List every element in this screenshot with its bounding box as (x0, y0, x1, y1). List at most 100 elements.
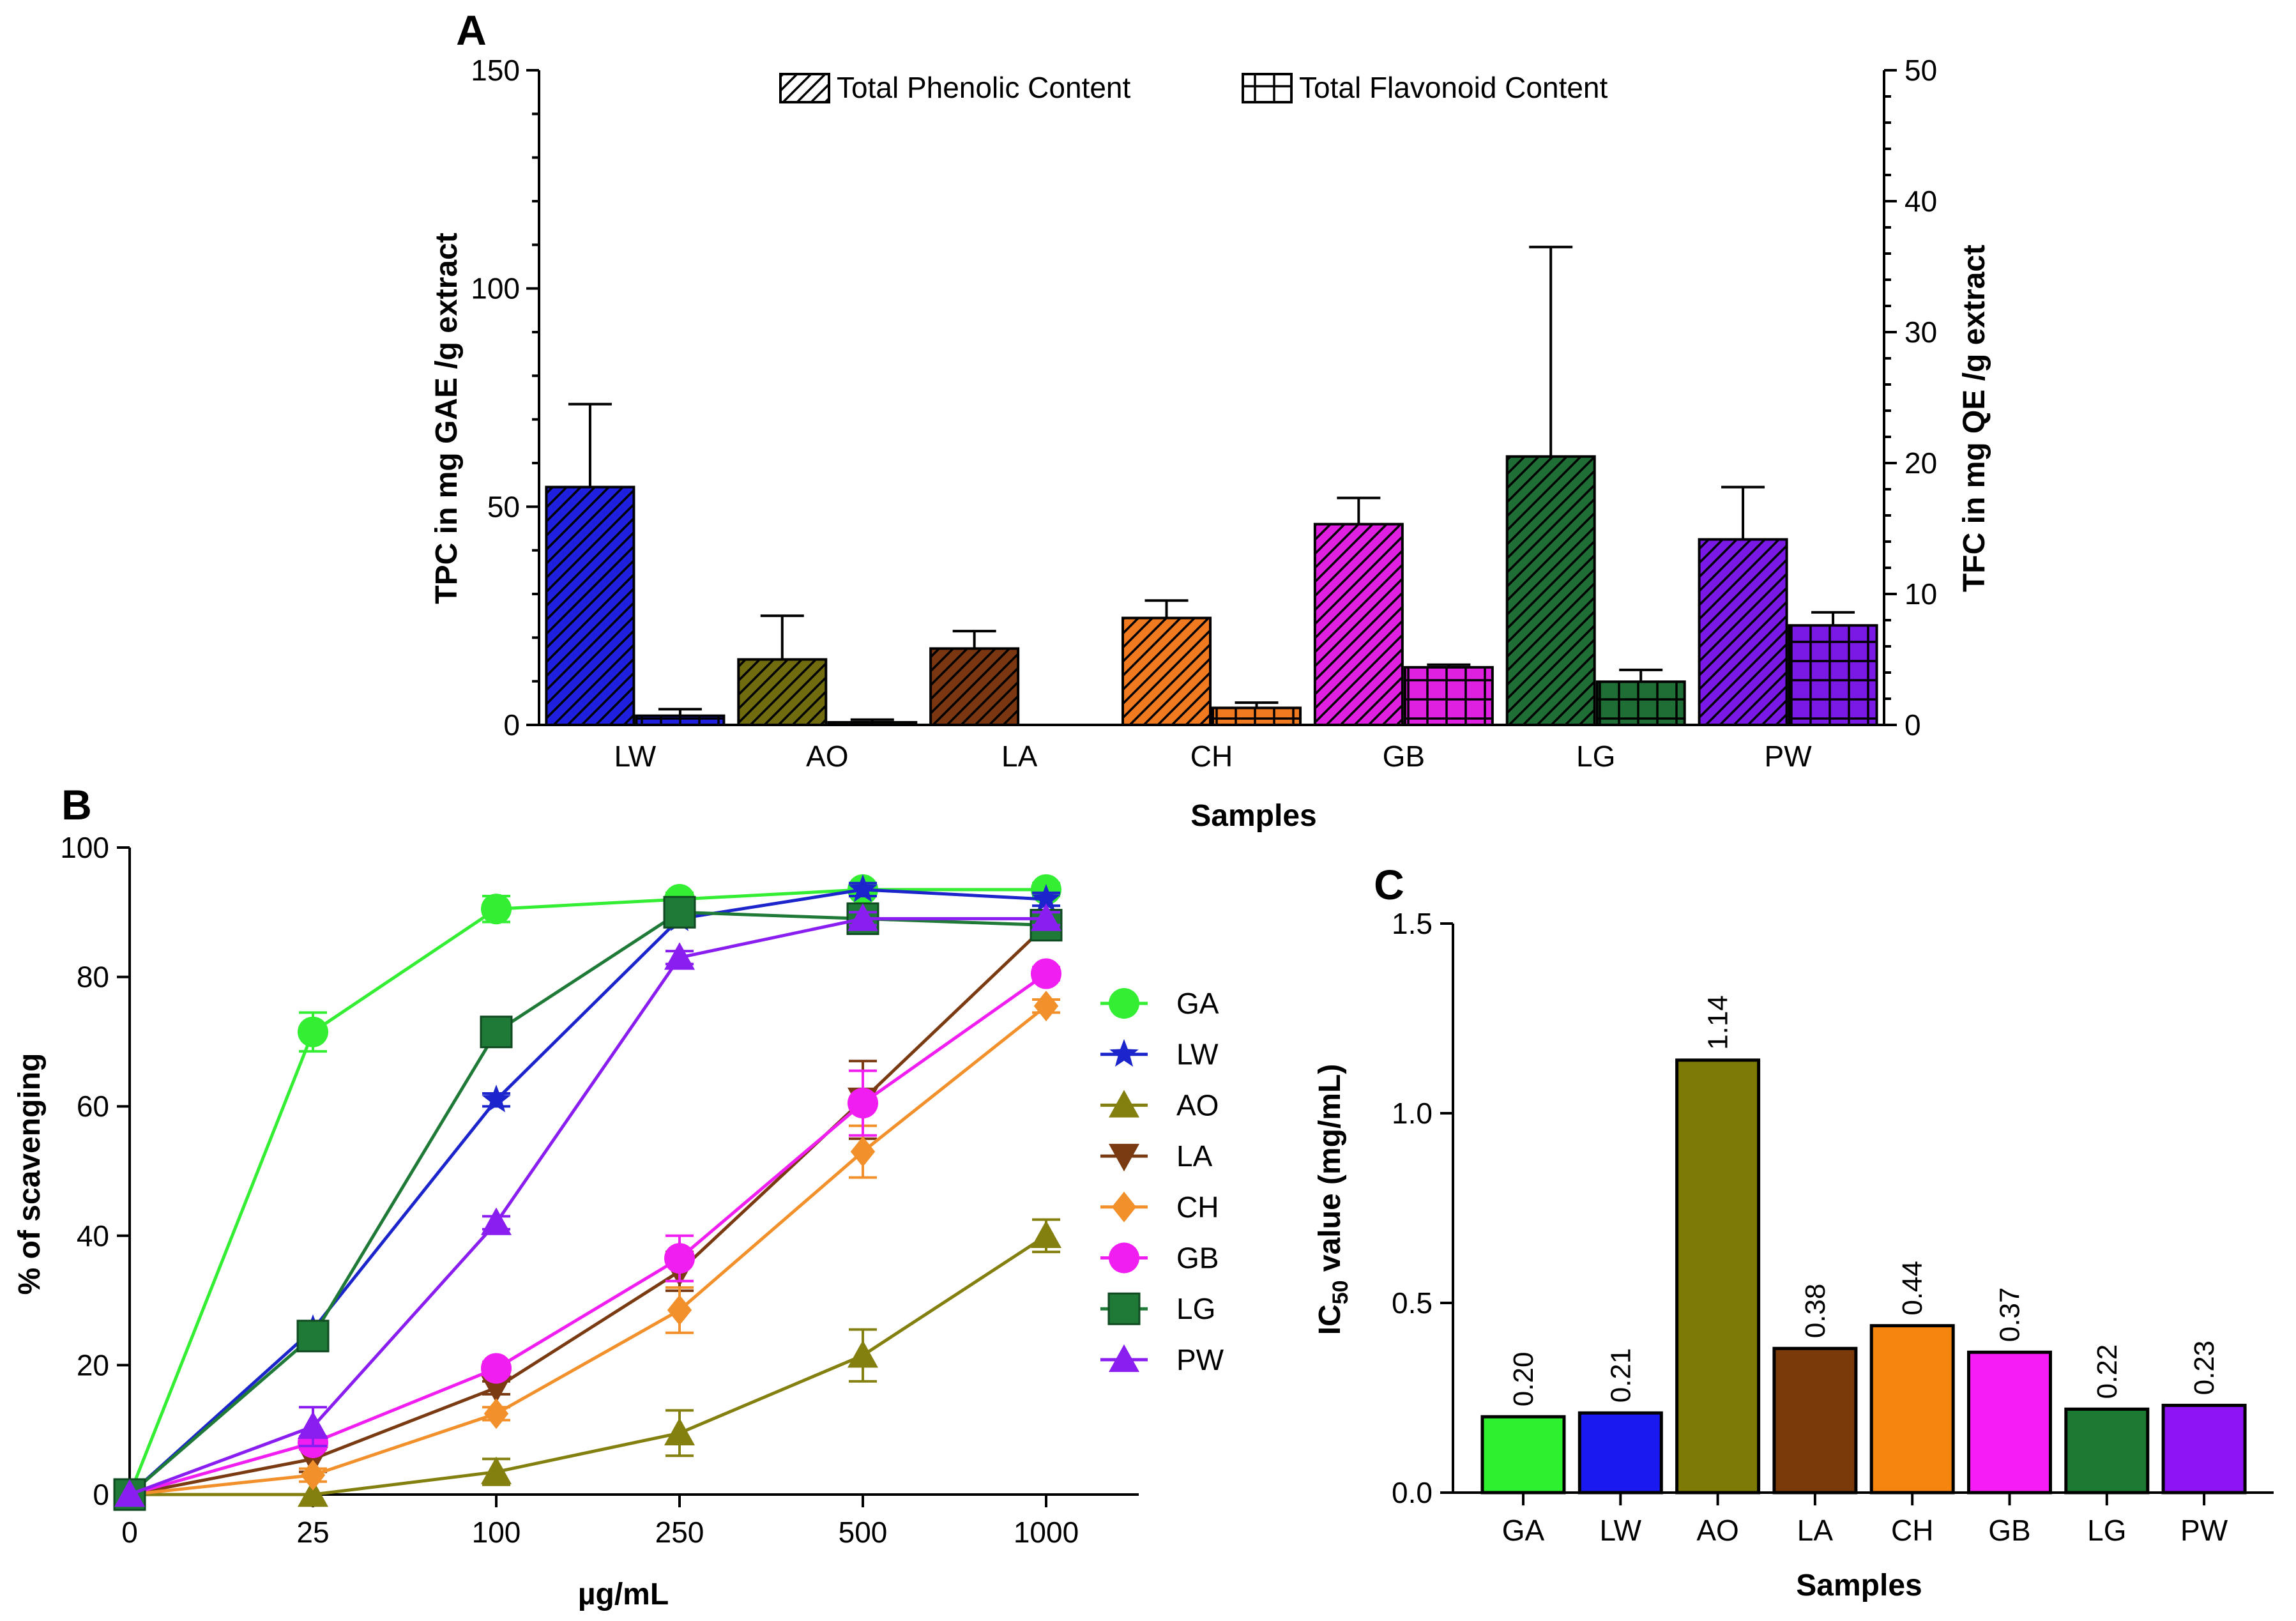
panel-c-bar (2161, 1403, 2247, 1495)
panel-b-point (664, 942, 695, 970)
panel-b-series-line (128, 888, 1047, 1496)
panel-b-legend-label: PW (1176, 1343, 1224, 1376)
panel-c-bar-value-label: 0.23 (2189, 1341, 2220, 1396)
panel-c-x-tick-label: LG (2087, 1514, 2126, 1547)
panel-a-legend-label: Total Phenolic Content (837, 71, 1131, 104)
panel-b-legend-marker (1109, 988, 1139, 1019)
panel-b-point (848, 874, 878, 902)
panel-a-y2-axis-title: TFC in mg QE /g extract (1958, 245, 1991, 592)
panel-b-legend-label: LW (1176, 1038, 1219, 1071)
panel-b-point (480, 1016, 513, 1049)
panel-c-bar-value-label: 0.22 (2092, 1344, 2123, 1399)
panel-c-x-tick-label: PW (2180, 1514, 2228, 1547)
panel-b-point (481, 894, 512, 925)
panel-a-y2-tick-label: 10 (1904, 577, 1937, 611)
panel-b-legend-label: GA (1176, 987, 1219, 1020)
panel-c: C IC50 value (mg/mL) Samples 0.0 0.5 1.0 1.… (1313, 861, 2274, 1602)
panel-c-x-tick-label: CH (1891, 1514, 1933, 1547)
panel-a-tfc-bar-pattern (1403, 666, 1494, 727)
panel-b-letter: B (61, 781, 92, 828)
panel-c-bar (1869, 1324, 1955, 1495)
panel-c-bar (1967, 1350, 2052, 1495)
panel-b-point (483, 1398, 509, 1429)
panel-a-x-tick-label: LA (1001, 740, 1038, 773)
panel-a-x-tick-label: GB (1383, 740, 1425, 773)
panel-a-tpc-bar-pattern (1121, 616, 1212, 726)
panel-a-x-axis-title: Samples (1190, 799, 1316, 833)
panel-c-x-tick-label: LA (1797, 1514, 1834, 1547)
panel-b-point (296, 1320, 330, 1353)
panel-a-legend-swatch-pattern (1242, 73, 1293, 103)
panel-a-y-tick-label: 50 (487, 490, 520, 523)
panel-b-point (300, 1459, 326, 1491)
panel-c-bar (2064, 1407, 2150, 1495)
panel-a-y2-tick-label: 0 (1904, 708, 1921, 742)
panel-b-series-line (129, 924, 1047, 1496)
panel-b-series-line (128, 910, 1047, 1496)
panel-b-legend-marker (1109, 1344, 1139, 1373)
panel-c-letter: C (1374, 861, 1404, 908)
panel-a-x-tick-label: AO (806, 740, 848, 773)
panel-b-point (298, 1411, 328, 1439)
panel-b-y-tick-label: 40 (77, 1219, 109, 1252)
panel-a-x-tick-label: PW (1765, 740, 1813, 773)
panel-b-legend-marker (1109, 1143, 1139, 1172)
panel-c-bar-value-label: 0.37 (1995, 1288, 2026, 1343)
panel-b-x-tick-label: 100 (472, 1516, 521, 1549)
panel-b-series-line (129, 1005, 1047, 1496)
panel-b-point (848, 1088, 878, 1119)
panel-b-x-tick-label: 1000 (1014, 1516, 1079, 1549)
panel-c-bar-value-label: 0.21 (1605, 1348, 1636, 1403)
panel-a-tfc-bar-pattern (1788, 624, 1878, 727)
panel-a-legend-label: Total Flavonoid Content (1299, 71, 1608, 104)
panel-a-tfc-bar-pattern (827, 720, 918, 727)
panel-b-legend-marker (1109, 1090, 1139, 1118)
panel-b-point (850, 1136, 876, 1168)
panel-b-point (1031, 884, 1061, 912)
panel-a-tpc-bar-pattern (545, 485, 635, 726)
panel-a-y2-tick-label: 40 (1904, 185, 1937, 218)
panel-b-point (848, 1340, 878, 1368)
panel-a-tfc-bar-pattern (635, 714, 726, 727)
panel-b-point (664, 1417, 695, 1445)
panel-c-y-tick-label: 0.0 (1392, 1476, 1433, 1509)
panel-a-y2-tick-label: 20 (1904, 446, 1937, 480)
panel-b-x-tick-label: 25 (296, 1516, 329, 1549)
panel-b-point (1031, 958, 1061, 989)
panel-c-x-tick-label: GB (1988, 1514, 2030, 1547)
panel-b-series-ch (117, 991, 1060, 1510)
panel-a-y-axis-title: TPC in mg GAE /g extract (430, 232, 464, 604)
panel-b-series-lg (113, 895, 1063, 1511)
panel-c-bar-value-label: 0.44 (1897, 1261, 1928, 1316)
panel-c-x-axis-title: Samples (1796, 1569, 1922, 1602)
panel-b-point (481, 1207, 512, 1235)
panel-c-bar (1578, 1411, 1663, 1495)
panel-b-point (663, 895, 696, 929)
panel-a-x-tick-label: LG (1576, 740, 1615, 773)
panel-b-series-pw (114, 903, 1061, 1507)
panel-b-legend: GA LW AO LA CH GB LG PW (1100, 987, 1224, 1376)
panel-a-tpc-bar-pattern (1505, 455, 1596, 726)
panel-a-y-tick-label: 100 (471, 272, 520, 305)
panel-b-y-tick-label: 20 (77, 1348, 109, 1381)
panel-b-y-tick-label: 80 (77, 961, 109, 994)
panel-a-legend: Total Phenolic Content Total Flavonoid Co… (779, 71, 1608, 104)
panel-a-y2-tick-label: 50 (1904, 54, 1937, 87)
panel-a-tpc-bar-pattern (929, 647, 1020, 727)
panel-c-bar (1675, 1058, 1761, 1495)
panel-c-bar (1772, 1346, 1858, 1495)
panel-b-legend-marker (1109, 1039, 1139, 1067)
panel-b-series-lw (115, 874, 1061, 1507)
panel-a-x-tick-label: LW (614, 740, 657, 773)
panel-a-tpc-bar-pattern (1698, 538, 1788, 726)
panel-b-point (482, 1084, 511, 1113)
panel-b-point (481, 1375, 512, 1403)
panel-b-x-tick-label: 0 (121, 1516, 138, 1549)
panel-a-y-tick-label: 0 (503, 708, 520, 742)
panel-b-series-line (129, 917, 1046, 1496)
panel-b-point (664, 1243, 695, 1274)
panel-c-y-axis-prefix: IC (1313, 1304, 1347, 1335)
panel-a-y-tick-label: 150 (471, 54, 520, 87)
panel-b-point (667, 1295, 692, 1326)
